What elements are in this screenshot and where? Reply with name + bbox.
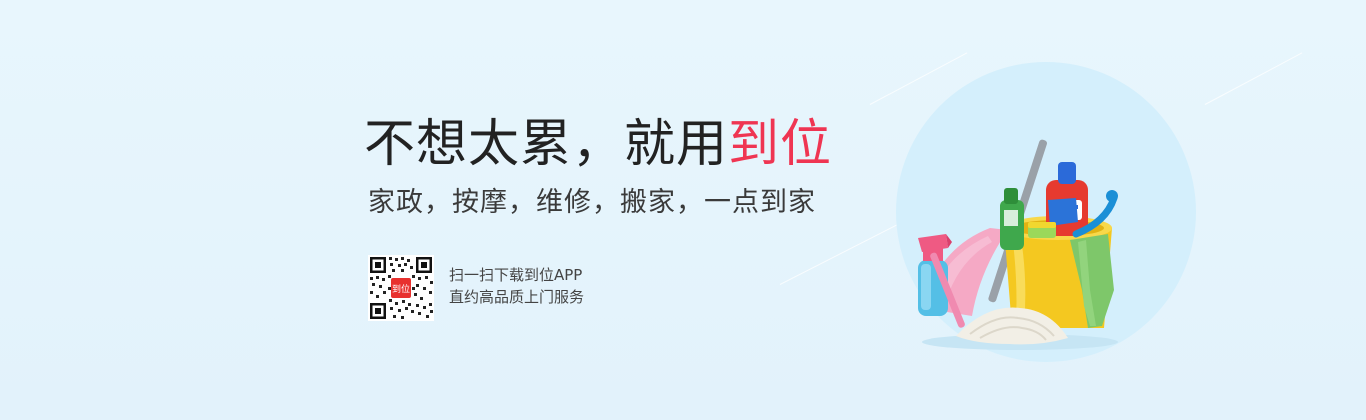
qr-badge-label: 到位 — [392, 283, 410, 295]
qr-caption: 扫一扫下载到位APP 直约高品质上门服务 — [449, 264, 584, 308]
headline-text: 不想太累，就用 — [364, 115, 729, 174]
qr-caption-line2: 直约高品质上门服务 — [449, 288, 585, 306]
cleaning-bucket-icon — [918, 139, 1118, 350]
decor-line — [1204, 52, 1303, 105]
service-list: 家政，按摩，维修，搬家，一点到家 — [368, 187, 816, 218]
headline-accent: 到位 — [728, 115, 833, 174]
headline: 不想太累，就用到位 — [364, 110, 832, 180]
qr-caption-line1: 扫一扫下载到位APP — [449, 266, 583, 284]
qr-code-icon[interactable]: 到位 — [368, 255, 434, 321]
decor-line — [779, 222, 901, 285]
